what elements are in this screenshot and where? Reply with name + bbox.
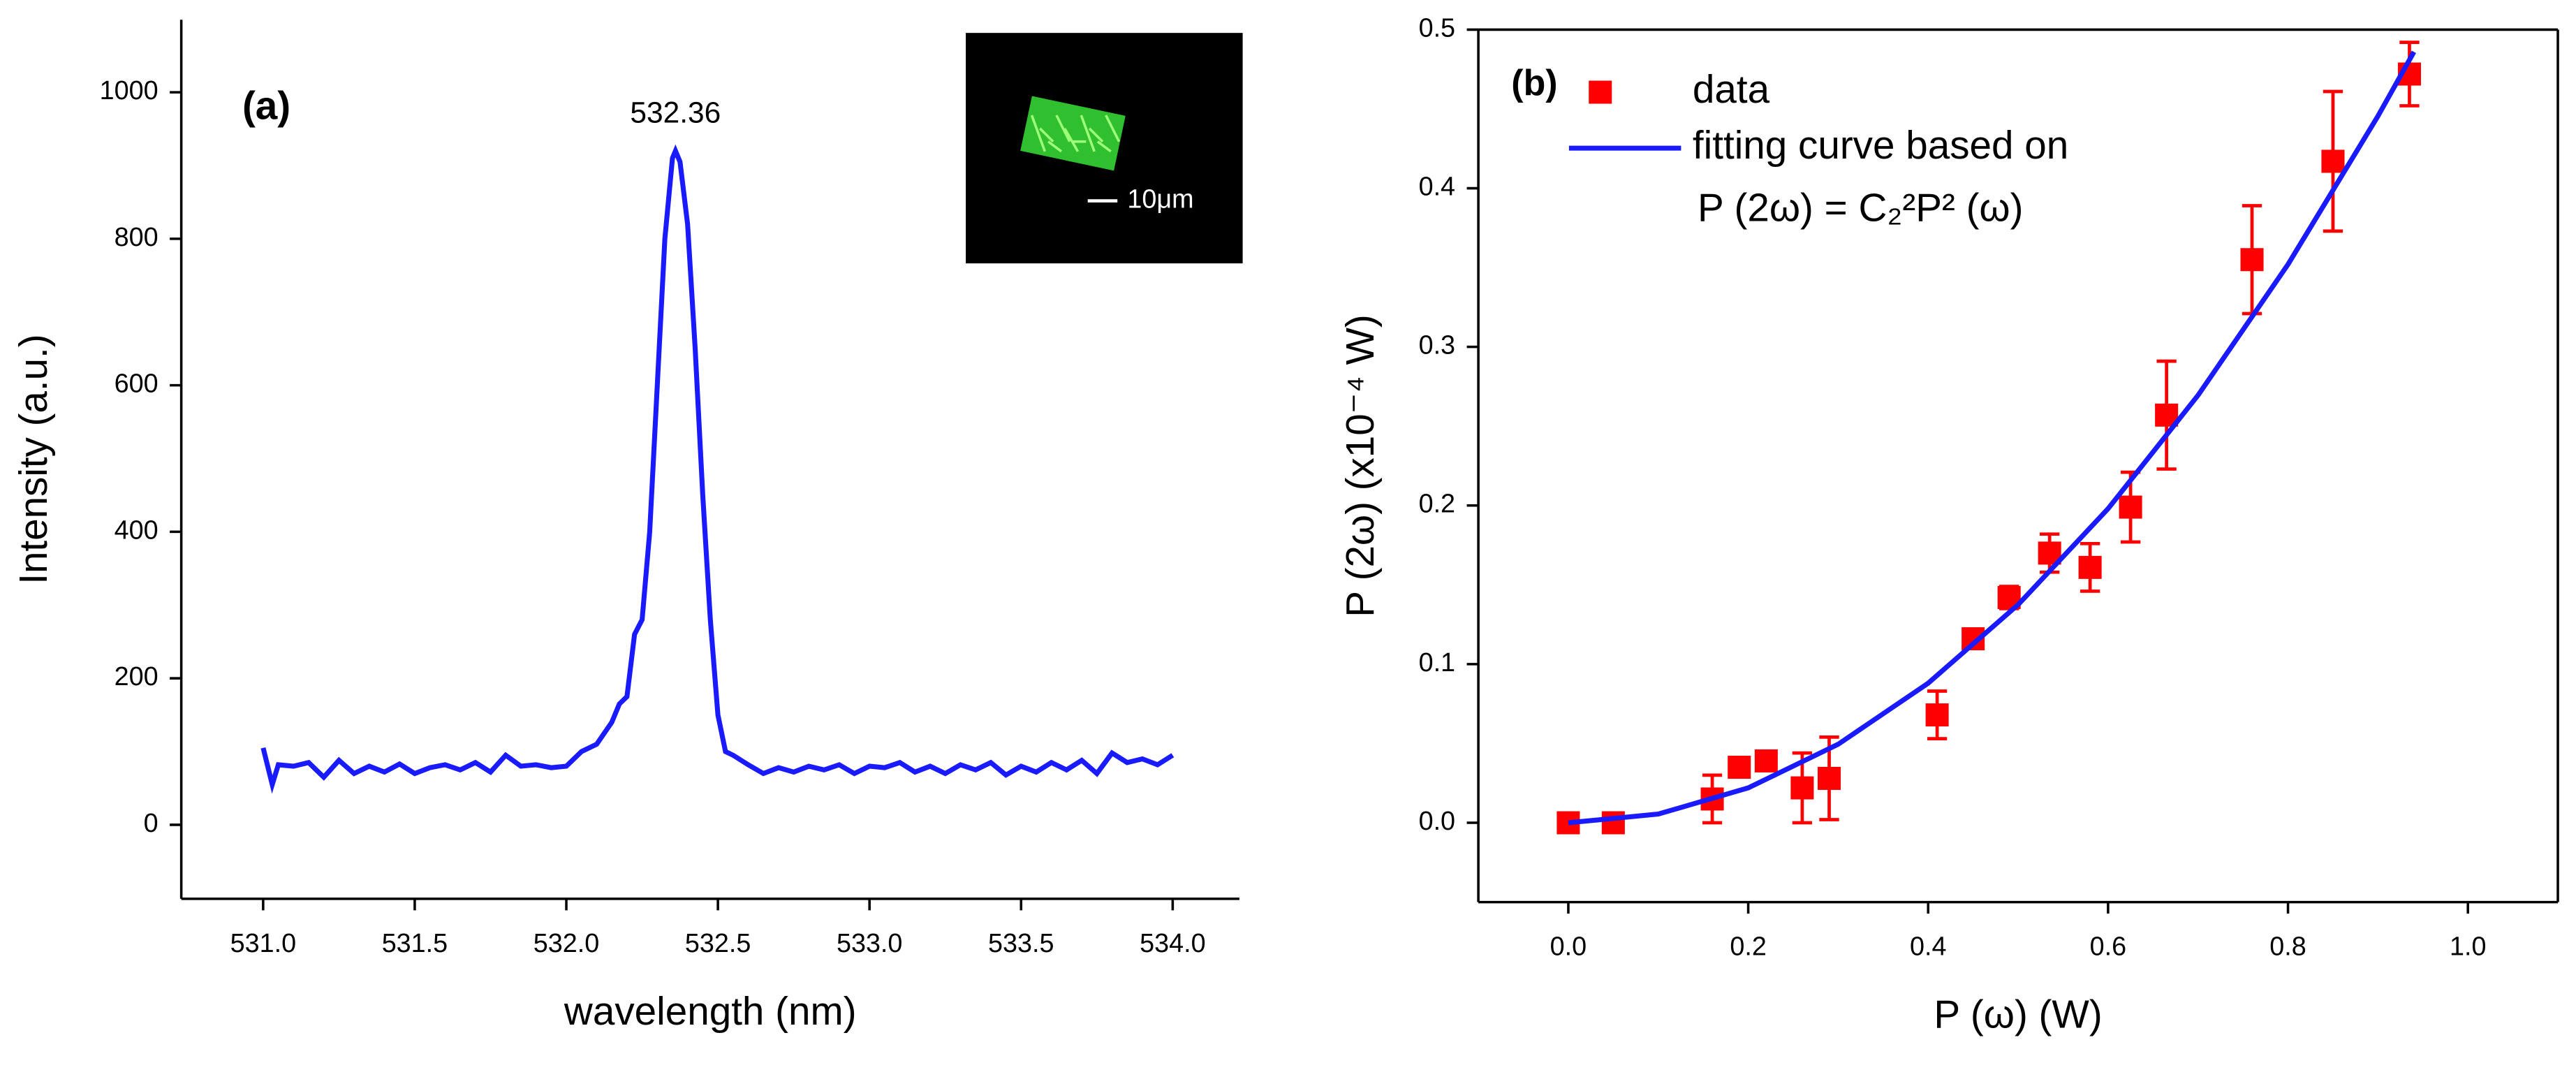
inset-streak [1080,115,1096,152]
y-tick-label: 0.0 [1419,806,1455,835]
legend-label: data [1693,67,1770,111]
x-tick-label: 0.6 [2090,932,2126,961]
data-point [1754,749,1778,772]
x-tick-label: 0.2 [1730,932,1766,961]
data-point [2078,555,2102,579]
panel-label: (a) [242,84,290,128]
x-tick-label: 533.0 [837,928,902,958]
y-tick-label: 0.2 [1419,489,1455,518]
x-tick-label: 533.5 [988,928,1054,958]
data-point [2119,495,2142,519]
data-point [1818,766,1841,790]
y-axis-label: Intensity (a.u.) [11,334,55,584]
inset-streak [1039,127,1054,142]
formula-annotation: P (2ω) = C₂²P² (ω) [1698,186,2024,230]
data-point [1601,811,1625,835]
x-tick-label: 531.5 [382,928,448,958]
x-tick-label: 0.4 [1910,932,1946,961]
inset-label: 10μm [1127,184,1193,214]
y-tick-label: 200 [115,661,159,691]
data-point [2321,149,2345,173]
inset-streak [1088,127,1104,142]
inset-streak [1055,115,1071,142]
y-tick-label: 400 [115,515,159,544]
inset-streak [1105,115,1121,142]
y-tick-label: 800 [115,222,159,251]
y-tick-label: 0.3 [1419,330,1455,360]
x-tick-label: 532.0 [533,928,599,958]
data-point [1790,776,1814,800]
peak-annotation: 532.36 [630,96,721,129]
y-tick-label: 0.1 [1419,647,1455,677]
data-point [1728,756,1751,779]
legend-marker [1589,80,1612,104]
inset-streak [1047,140,1063,153]
x-axis-label: wavelength (nm) [564,989,857,1033]
y-tick-label: 0.4 [1419,172,1455,201]
x-axis-label: P (ω) (W) [1934,992,2102,1036]
x-tick-label: 531.0 [230,928,296,958]
inset-streak [1096,140,1112,153]
legend-label: fitting curve based on [1693,123,2068,167]
data-point [1925,703,1949,727]
inset-particle [1020,96,1126,171]
inset-particle [1020,96,1126,171]
y-tick-label: 0.5 [1419,13,1455,42]
y-tick-label: 0 [144,808,159,837]
inset-streak [1030,115,1047,152]
x-tick-label: 534.0 [1140,928,1205,958]
y-axis-label: P (2ω) (x10⁻⁴ W) [1338,314,1382,617]
x-tick-label: 1.0 [2450,932,2486,961]
y-tick-label: 1000 [100,75,159,105]
x-tick-label: 0.8 [2269,932,2306,961]
y-tick-label: 600 [115,369,159,398]
x-tick-label: 532.5 [685,928,751,958]
inset-streak [1063,127,1080,152]
spectrum-line [260,144,1175,794]
data-point [2240,248,2264,272]
panel-label: (b) [1511,62,1557,103]
x-tick-label: 0.0 [1550,932,1587,961]
fit-curve [1568,50,2417,826]
